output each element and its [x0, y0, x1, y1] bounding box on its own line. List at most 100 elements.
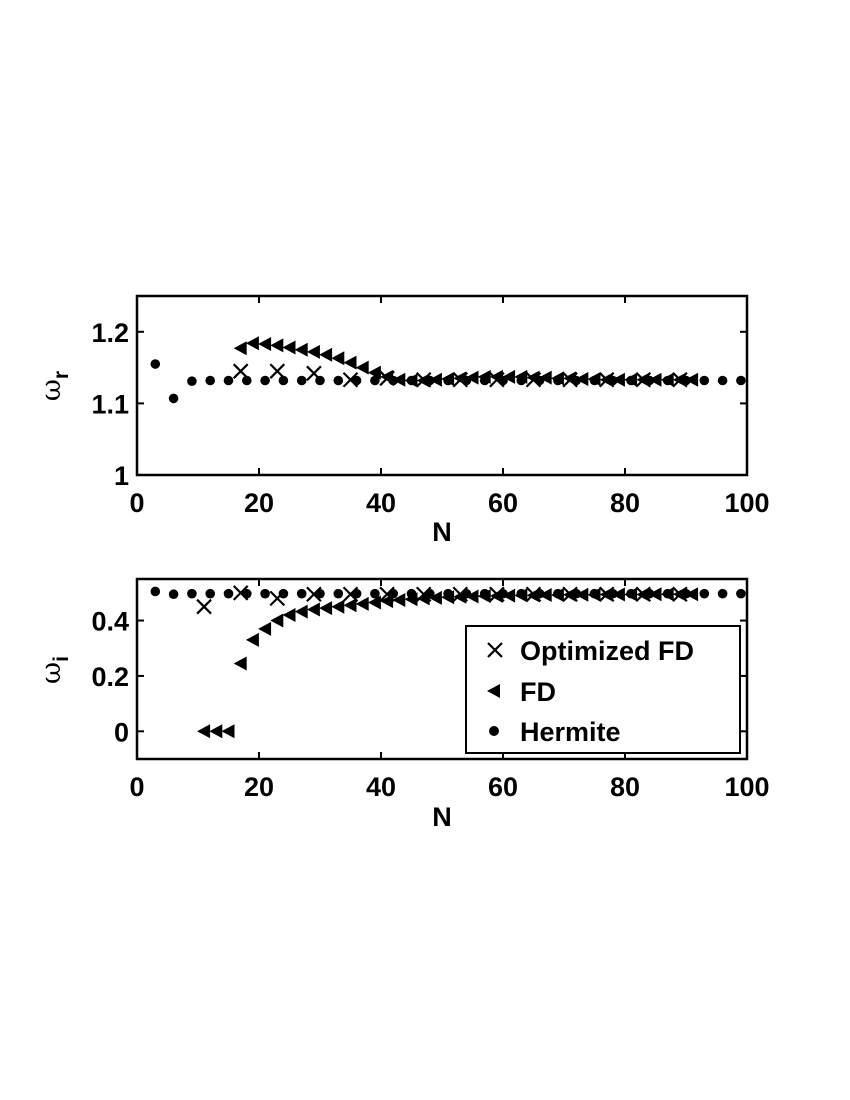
legend: Optimized FD FD Hermite — [465, 625, 741, 754]
point-hermite — [315, 588, 325, 599]
legend-label-optimized-fd: Optimized FD — [520, 636, 694, 666]
point-hermite — [461, 375, 472, 386]
y-tick-label: 0 — [114, 717, 129, 747]
point-fd — [294, 604, 308, 619]
point-hermite — [370, 588, 380, 599]
point-hermite — [553, 588, 563, 599]
point-fd — [380, 594, 394, 609]
point-fd — [428, 372, 442, 387]
point-fd — [465, 589, 479, 604]
point-fd — [392, 372, 406, 387]
x-tick-label: 80 — [610, 488, 640, 518]
point-fd — [611, 587, 625, 602]
point-fd — [575, 587, 589, 602]
y-tick-label: 1.1 — [91, 389, 129, 419]
point-hermite — [571, 375, 581, 386]
point-fd — [270, 338, 284, 353]
point-hermite — [589, 375, 600, 386]
point-hermite — [736, 588, 746, 599]
point-hermite — [260, 588, 270, 599]
point-hermite — [498, 375, 508, 386]
point-fd — [294, 342, 308, 357]
plot-omega-i: 0 20 40 60 80 100 0 0.2 0.4 N ωi Optimized FD F… — [36, 577, 770, 832]
legend-marker-triangle-left-icon — [487, 684, 500, 698]
legend-item-optimized-fd: Optimized FD — [487, 636, 694, 666]
point-hermite — [333, 588, 344, 599]
point-fd — [343, 355, 357, 370]
y-axis-label-omega-r-symbol: ω — [36, 379, 67, 401]
x-axis-label-omega-r: N — [432, 517, 452, 547]
x-tick-label: 80 — [610, 772, 640, 802]
point-fd — [282, 608, 296, 622]
point-hermite — [626, 588, 636, 599]
point-fd — [233, 656, 247, 671]
point-fd — [367, 365, 381, 380]
point-hermite — [516, 588, 527, 599]
point-hermite — [296, 375, 307, 386]
yticks-omega-i: 0 0.2 0.4 — [91, 607, 747, 747]
point-fd — [502, 588, 516, 603]
x-tick-label: 100 — [724, 488, 769, 518]
point-fd — [233, 341, 247, 356]
point-fd — [282, 340, 296, 355]
point-hermite — [553, 375, 563, 386]
legend-marker-dot-icon — [489, 726, 499, 736]
point-fd — [538, 370, 552, 385]
point-fd — [331, 599, 345, 614]
point-fd — [416, 373, 430, 388]
point-fd — [258, 621, 272, 636]
point-hermite — [736, 375, 746, 386]
point-hermite — [388, 375, 399, 386]
point-optimized-fd — [232, 363, 249, 379]
point-fd — [428, 590, 442, 605]
y-tick-label: 1 — [114, 461, 129, 491]
point-hermite — [425, 375, 435, 386]
point-hermite — [644, 375, 655, 386]
point-hermite — [571, 588, 581, 599]
point-hermite — [150, 586, 161, 597]
point-hermite — [681, 588, 691, 599]
point-hermite — [717, 375, 728, 386]
x-axis-label-omega-i: N — [432, 802, 452, 832]
point-hermite — [626, 375, 636, 386]
point-hermite — [242, 588, 252, 599]
point-fd — [611, 372, 625, 387]
axes-frame-omega-r — [135, 294, 749, 477]
series-hermite — [150, 586, 746, 600]
point-fd — [367, 595, 381, 610]
point-hermite — [608, 588, 618, 599]
marks-omega-r — [150, 336, 746, 404]
point-hermite — [443, 588, 453, 599]
x-tick-label: 40 — [366, 488, 396, 518]
point-hermite — [681, 375, 691, 386]
point-hermite — [205, 588, 215, 599]
x-tick-label: 20 — [244, 772, 274, 802]
point-hermite — [406, 588, 417, 599]
point-hermite — [699, 375, 710, 386]
svg-text:ωi: ωi — [36, 656, 73, 684]
point-fd — [465, 370, 479, 385]
point-hermite — [351, 588, 362, 599]
y-axis-label-omega-i-sub: i — [50, 656, 73, 662]
y-axis-label-omega-r-sub: r — [50, 371, 73, 379]
point-hermite — [278, 375, 289, 386]
point-hermite — [644, 588, 655, 599]
point-fd — [245, 632, 259, 647]
legend-item-hermite: Hermite — [489, 717, 621, 747]
x-tick-label: 60 — [488, 488, 518, 518]
point-fd — [197, 724, 211, 739]
legend-label-fd: FD — [520, 677, 556, 707]
point-hermite — [296, 588, 307, 599]
point-fd — [270, 613, 284, 628]
marks-omega-i — [150, 585, 746, 739]
point-fd — [209, 724, 223, 739]
point-hermite — [534, 588, 545, 599]
point-fd — [306, 602, 320, 617]
y-axis-label-omega-r: ωr — [36, 371, 73, 401]
point-optimized-fd — [196, 598, 212, 615]
point-hermite — [333, 375, 344, 386]
x-tick-label: 40 — [366, 772, 396, 802]
point-fd — [319, 347, 333, 362]
plot-omega-r: 0 20 40 60 80 100 1 1.1 1.2 N ωr — [36, 294, 770, 547]
point-hermite — [223, 375, 234, 386]
